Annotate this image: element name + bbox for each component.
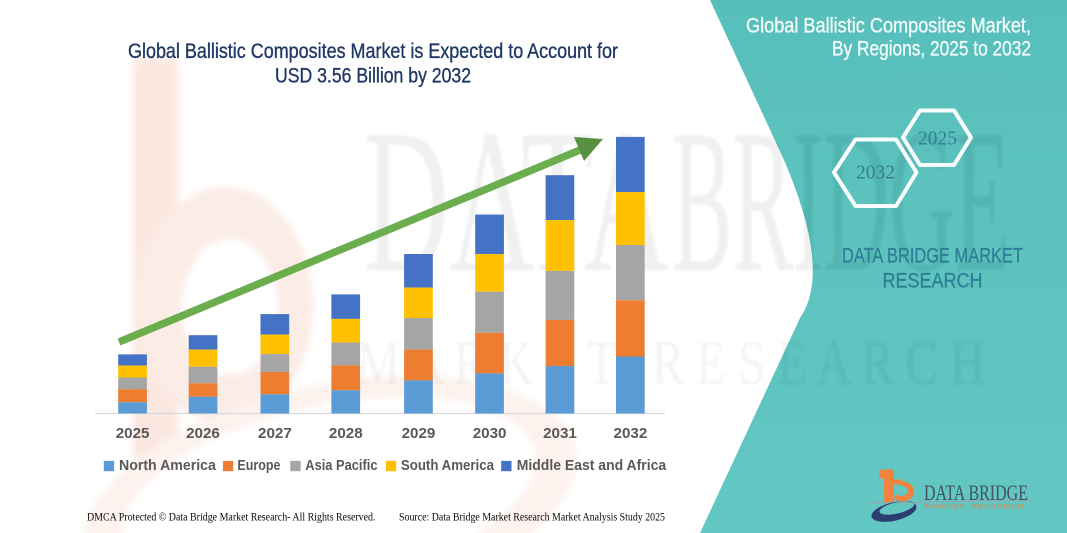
svg-text:Global Ballistic Composites Ma: Global Ballistic Composites Market, <box>746 14 1031 38</box>
svg-text:2032: 2032 <box>614 425 648 442</box>
svg-text:Middle East and Africa: Middle East and Africa <box>517 458 667 474</box>
svg-text:2027: 2027 <box>258 425 292 442</box>
svg-text:South America: South America <box>401 458 495 474</box>
svg-text:By Regions, 2025 to 2032: By Regions, 2025 to 2032 <box>832 37 1031 61</box>
svg-text:Source: Data Bridge Market Res: Source: Data Bridge Market Research Mark… <box>399 512 665 524</box>
svg-text:Asia Pacific: Asia Pacific <box>305 458 377 474</box>
svg-text:2032: 2032 <box>856 163 895 184</box>
svg-text:2031: 2031 <box>543 425 577 442</box>
svg-text:2028: 2028 <box>329 425 363 442</box>
svg-text:North America: North America <box>119 458 217 474</box>
svg-text:MARKET RESEARCH: MARKET RESEARCH <box>925 503 1024 510</box>
svg-text:2030: 2030 <box>473 425 507 442</box>
svg-text:DMCA Protected © Data Bridge M: DMCA Protected © Data Bridge Market Rese… <box>87 512 376 524</box>
svg-text:Europe: Europe <box>237 458 280 474</box>
svg-text:RESEARCH: RESEARCH <box>883 270 983 293</box>
svg-text:Global Ballistic Composites Ma: Global Ballistic Composites Market is Ex… <box>128 39 618 63</box>
svg-text:2029: 2029 <box>402 425 436 442</box>
svg-text:USD 3.56 Billion by 2032: USD 3.56 Billion by 2032 <box>275 64 471 88</box>
svg-text:2025: 2025 <box>918 129 957 150</box>
svg-text:2025: 2025 <box>116 425 150 442</box>
svg-text:2026: 2026 <box>186 425 220 442</box>
svg-text:DATA BRIDGE: DATA BRIDGE <box>924 480 1028 505</box>
svg-text:DATA BRIDGE MARKET: DATA BRIDGE MARKET <box>842 245 1023 268</box>
